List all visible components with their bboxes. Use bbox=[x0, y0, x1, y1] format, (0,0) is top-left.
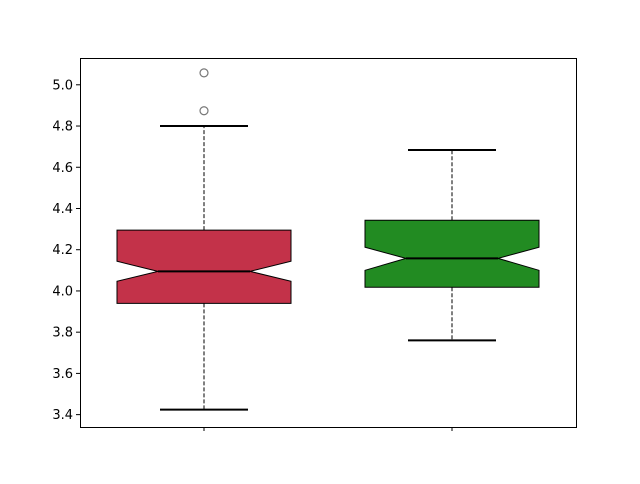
plot-frame bbox=[80, 58, 577, 428]
y-tick-label: 4.2 bbox=[52, 243, 73, 258]
y-tick-label: 4.0 bbox=[52, 284, 73, 299]
outlier-point bbox=[199, 106, 209, 116]
y-tick-label: 3.8 bbox=[52, 326, 73, 341]
y-tick-label: 4.8 bbox=[52, 120, 73, 135]
box-2 bbox=[364, 219, 540, 288]
y-tick-label: 4.4 bbox=[52, 202, 73, 217]
outlier-point bbox=[199, 68, 209, 78]
box-1 bbox=[116, 229, 292, 304]
y-tick-label: 4.6 bbox=[52, 161, 73, 176]
y-tick-label: 3.6 bbox=[52, 367, 73, 382]
y-tick-label: 3.4 bbox=[52, 408, 73, 423]
y-tick-label: 5.0 bbox=[52, 78, 73, 93]
